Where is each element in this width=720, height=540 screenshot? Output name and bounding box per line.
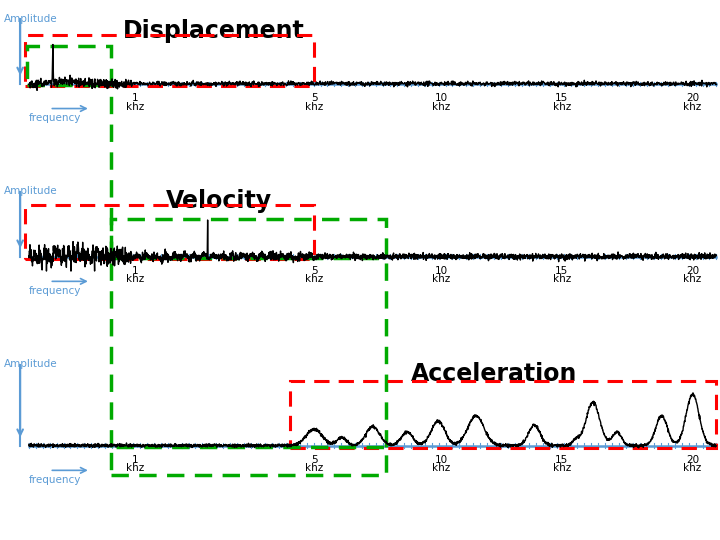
Text: 20: 20 xyxy=(685,266,699,276)
Text: frequency: frequency xyxy=(29,475,81,485)
Text: khz: khz xyxy=(683,463,701,474)
Bar xyxy=(27,46,112,85)
Text: khz: khz xyxy=(552,102,571,112)
Text: khz: khz xyxy=(305,274,323,285)
Text: 5: 5 xyxy=(311,266,318,276)
Text: khz: khz xyxy=(432,102,451,112)
Text: 15: 15 xyxy=(555,93,568,104)
Text: frequency: frequency xyxy=(29,113,81,124)
Text: 10: 10 xyxy=(435,455,448,465)
Text: Displacement: Displacement xyxy=(122,19,304,43)
Text: 20: 20 xyxy=(685,93,699,104)
Text: frequency: frequency xyxy=(29,286,81,296)
Text: Amplitude: Amplitude xyxy=(4,186,57,197)
Text: 1: 1 xyxy=(132,455,139,465)
Text: khz: khz xyxy=(305,102,323,112)
Text: Velocity: Velocity xyxy=(166,189,271,213)
Text: khz: khz xyxy=(126,102,145,112)
Text: khz: khz xyxy=(432,274,451,285)
Bar xyxy=(112,219,387,258)
Bar xyxy=(112,447,387,475)
Bar xyxy=(25,35,314,86)
Text: 20: 20 xyxy=(685,455,699,465)
Bar xyxy=(290,381,716,448)
Text: khz: khz xyxy=(683,102,701,112)
Text: khz: khz xyxy=(432,463,451,474)
Text: Amplitude: Amplitude xyxy=(4,359,57,369)
Text: khz: khz xyxy=(552,463,571,474)
Text: Amplitude: Amplitude xyxy=(4,14,57,24)
Text: khz: khz xyxy=(552,274,571,285)
Text: 10: 10 xyxy=(435,93,448,104)
Text: 15: 15 xyxy=(555,455,568,465)
Text: 15: 15 xyxy=(555,266,568,276)
Text: 5: 5 xyxy=(311,455,318,465)
Text: khz: khz xyxy=(305,463,323,474)
Text: khz: khz xyxy=(126,463,145,474)
Text: khz: khz xyxy=(683,274,701,285)
Text: 1: 1 xyxy=(132,93,139,104)
Text: 10: 10 xyxy=(435,266,448,276)
Text: khz: khz xyxy=(126,274,145,285)
Bar xyxy=(25,205,314,259)
Text: 5: 5 xyxy=(311,93,318,104)
Text: 1: 1 xyxy=(132,266,139,276)
Text: Acceleration: Acceleration xyxy=(410,362,577,386)
